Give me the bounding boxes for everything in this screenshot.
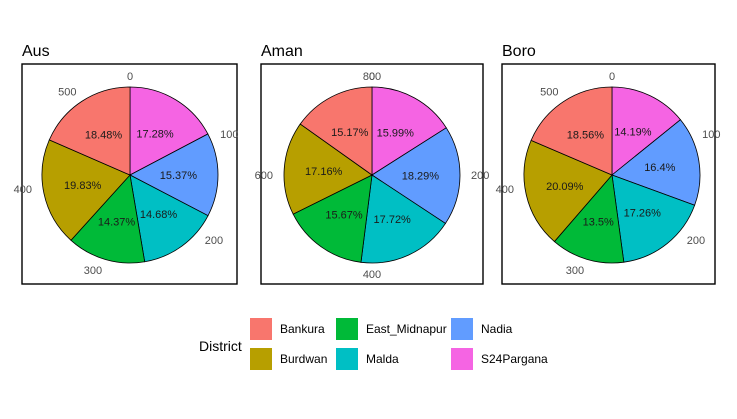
axis-tick-label: 300 [566, 265, 584, 277]
legend-item-east-midnapur: East_Midnapur [336, 318, 447, 340]
axis-tick-label: 0 [609, 71, 615, 83]
slice-percent-label: 15.37% [160, 170, 198, 182]
axis-tick-label: 400 [14, 184, 32, 196]
legend-label: East_Midnapur [366, 322, 447, 336]
axis-tick-label: 800 [363, 71, 381, 83]
legend-label: Malda [366, 352, 399, 366]
slice-bankura [299, 86, 373, 176]
legend-swatch [451, 348, 473, 370]
slice-malda [129, 174, 209, 263]
slice-malda [611, 174, 696, 263]
slice-s24pargana [371, 86, 447, 176]
panel-aman: Aman 15.99% 18.29% 17.72% 15.67% 17.16% 15.17%… [255, 43, 489, 285]
panel-title: Aus [22, 43, 50, 60]
slice-percent-label: 13.5% [583, 216, 614, 228]
panel-boro: Boro 14.19% 16.4% 17.26% 13.5% 20.09% 18.56% 0 1… [496, 43, 720, 285]
slice-percent-label: 17.16% [305, 166, 343, 178]
legend-items: Bankura Burdwan East_Midnapur Malda Nadia S24… [250, 318, 548, 370]
slice-percent-label: 14.19% [614, 126, 652, 138]
legend: District Bankura Burdwan East_Midnapur Mald… [199, 318, 548, 370]
axis-tick-label: 300 [84, 265, 102, 277]
slice-s24pargana [129, 86, 209, 176]
axis-tick-label: 200 [205, 235, 223, 247]
slice-s24pargana [611, 86, 682, 176]
axis-tick-label: 500 [58, 87, 76, 99]
axis-tick-label: 400 [496, 184, 514, 196]
slice-percent-label: 18.29% [402, 170, 440, 182]
legend-label: Bankura [280, 322, 325, 336]
slice-percent-label: 17.28% [136, 129, 174, 141]
legend-item-burdwan: Burdwan [250, 348, 327, 370]
axis-tick-label: 600 [255, 170, 273, 182]
slice-east-midnapur [70, 174, 146, 264]
panel-title: Boro [502, 43, 536, 60]
legend-label: S24Pargana [481, 352, 548, 366]
legend-swatch [250, 348, 272, 370]
slice-percent-label: 17.72% [374, 214, 412, 226]
slice-percent-label: 16.4% [644, 162, 675, 174]
slice-percent-label: 18.56% [567, 130, 605, 142]
slice-percent-label: 15.17% [331, 127, 369, 139]
slice-burdwan [41, 139, 131, 241]
legend-item-s24pargana: S24Pargana [451, 348, 548, 370]
slice-burdwan [283, 123, 373, 215]
slice-percent-label: 15.99% [377, 128, 415, 140]
legend-swatch [336, 348, 358, 370]
slice-percent-label: 14.37% [98, 217, 136, 229]
slice-nadia [371, 127, 461, 225]
slice-east-midnapur [292, 174, 373, 263]
axis-tick-label: 100 [220, 129, 238, 141]
slice-percent-label: 20.09% [546, 181, 584, 193]
legend-title: District [199, 338, 242, 354]
legend-swatch [250, 318, 272, 340]
axis-tick-label: 0 [369, 71, 375, 83]
slice-percent-label: 15.67% [325, 209, 363, 221]
slice-nadia [129, 133, 219, 217]
axis-tick-label: 400 [363, 269, 381, 281]
axis-tick-label: 500 [540, 87, 558, 99]
slice-bankura [530, 86, 613, 176]
legend-label: Nadia [481, 322, 513, 336]
slice-malda [360, 174, 447, 264]
axis-tick-label: 200 [471, 170, 489, 182]
panel-title: Aman [261, 43, 303, 60]
legend-item-nadia: Nadia [451, 318, 513, 340]
axis-tick-label: 100 [702, 129, 720, 141]
legend-item-malda: Malda [336, 348, 399, 370]
slice-east-midnapur [553, 174, 625, 264]
slice-percent-label: 19.83% [64, 180, 102, 192]
legend-item-bankura: Bankura [250, 318, 325, 340]
legend-swatch [451, 318, 473, 340]
slice-percent-label: 18.48% [85, 130, 123, 142]
axis-tick-label: 0 [127, 71, 133, 83]
panel-aus: Aus 17.28% 15.37% 14.68% 14.37% 19.83% 18.48% 0… [14, 43, 238, 285]
slice-percent-label: 17.26% [624, 208, 662, 220]
facet-panels: Aus 17.28% 15.37% 14.68% 14.37% 19.83% 18.48% 0… [14, 43, 720, 285]
axis-tick-label: 200 [687, 235, 705, 247]
slice-nadia [611, 119, 701, 206]
legend-label: Burdwan [280, 352, 327, 366]
slice-percent-label: 14.68% [140, 209, 178, 221]
slice-bankura [48, 86, 131, 176]
legend-swatch [336, 318, 358, 340]
